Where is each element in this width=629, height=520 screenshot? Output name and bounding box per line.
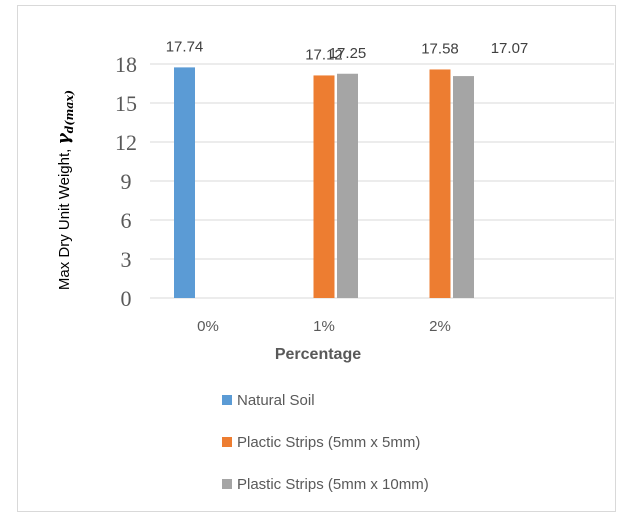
legend-label: Plastic Strips (5mm x 10mm) bbox=[237, 476, 429, 493]
x-category-labels: 0% 1% 2% bbox=[197, 318, 451, 335]
legend-label: Plactic Strips (5mm x 5mm) bbox=[237, 434, 420, 451]
data-label: 17.74 bbox=[166, 38, 204, 55]
legend-swatch bbox=[222, 479, 232, 489]
y-tick-label: 6 bbox=[121, 208, 132, 233]
legend-swatch bbox=[222, 395, 232, 405]
bar-2pct-series-2 bbox=[429, 69, 451, 299]
y-tick-label: 9 bbox=[121, 169, 132, 194]
legend: Natural Soil Plactic Strips (5mm x 5mm) Pl… bbox=[222, 392, 429, 493]
bar-1pct-series-2 bbox=[313, 75, 335, 298]
data-label: 17.07 bbox=[491, 40, 529, 57]
y-tick-labels: 0 3 6 9 12 15 18 bbox=[115, 52, 137, 311]
y-axis-title-symbol: γ bbox=[54, 133, 74, 145]
gridlines bbox=[150, 63, 614, 299]
x-axis-title: Percentage bbox=[275, 346, 361, 363]
bar-1pct-series-3 bbox=[337, 73, 358, 298]
legend-label: Natural Soil bbox=[237, 392, 315, 409]
legend-swatch bbox=[222, 437, 232, 447]
y-tick-label: 0 bbox=[121, 286, 132, 311]
y-axis-title: Max Dry Unit Weight, γd(max) bbox=[54, 90, 76, 290]
x-category-label: 2% bbox=[429, 318, 451, 335]
data-label: 17.25 bbox=[329, 45, 367, 62]
bar-2pct-series-3 bbox=[453, 76, 474, 298]
y-axis-title-subscript: d(max) bbox=[63, 90, 76, 133]
bars bbox=[174, 67, 474, 299]
data-label: 17.12 bbox=[305, 46, 343, 63]
x-category-label: 1% bbox=[313, 318, 335, 335]
y-axis-title-text: Max Dry Unit Weight, bbox=[56, 145, 73, 291]
y-tick-label: 15 bbox=[115, 91, 137, 116]
x-category-label: 0% bbox=[197, 318, 219, 335]
data-label: 17.58 bbox=[421, 40, 459, 57]
y-tick-label: 12 bbox=[115, 130, 137, 155]
y-tick-label: 18 bbox=[115, 52, 137, 77]
bar-0pct-series-1 bbox=[174, 67, 195, 298]
y-tick-label: 3 bbox=[121, 247, 132, 272]
